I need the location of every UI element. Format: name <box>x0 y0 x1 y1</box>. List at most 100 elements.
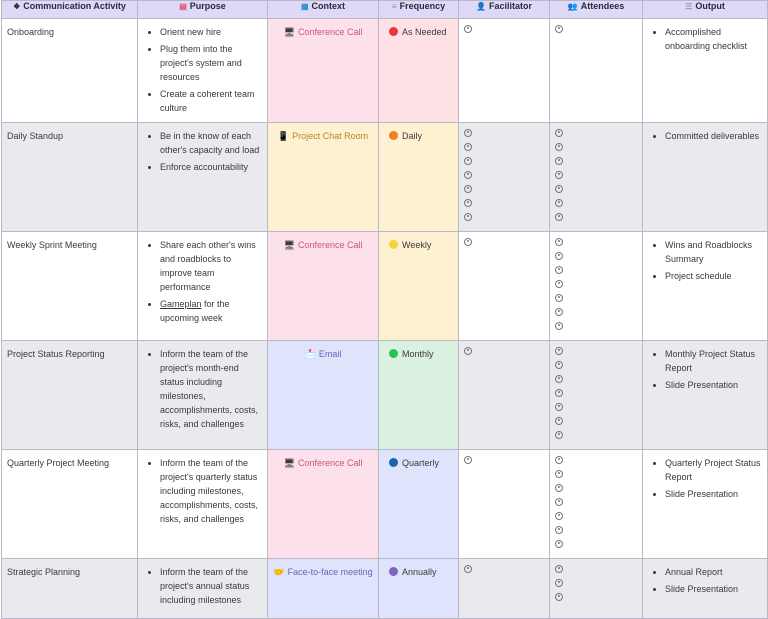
user-avatar-icon[interactable] <box>555 498 563 506</box>
attendees-cell[interactable] <box>549 449 643 559</box>
user-avatar-icon[interactable] <box>555 456 563 464</box>
activity-cell[interactable]: Weekly Sprint Meeting <box>1 231 138 341</box>
purpose-cell[interactable]: Inform the team of the project's month-e… <box>137 340 268 450</box>
header-context[interactable]: ▦ Context <box>267 0 379 19</box>
user-avatar-icon[interactable] <box>555 308 563 316</box>
attendees-cell[interactable] <box>549 340 643 450</box>
attendees-cell[interactable] <box>549 558 643 619</box>
activity-cell[interactable]: Project Status Reporting <box>1 340 138 450</box>
list-item: Committed deliverables <box>665 129 763 143</box>
user-avatar-icon[interactable] <box>555 25 563 33</box>
activity-cell[interactable]: Quarterly Project Meeting <box>1 449 138 559</box>
user-avatar-icon[interactable] <box>555 565 563 573</box>
user-avatar-icon[interactable] <box>464 347 472 355</box>
user-avatar-icon[interactable] <box>555 417 563 425</box>
header-purpose[interactable]: ▤ Purpose <box>137 0 268 19</box>
user-avatar-icon[interactable] <box>464 199 472 207</box>
attendees-cell[interactable] <box>549 18 643 123</box>
output-cell[interactable]: Monthly Project Status Report Slide Pres… <box>642 340 768 450</box>
user-avatar-icon[interactable] <box>555 431 563 439</box>
user-avatar-icon[interactable] <box>555 512 563 520</box>
list-item: Inform the team of the project's annual … <box>160 565 263 607</box>
facilitator-cell[interactable] <box>458 449 550 559</box>
user-avatar-icon[interactable] <box>555 322 563 330</box>
user-avatar-icon[interactable] <box>555 157 563 165</box>
user-avatar-icon[interactable] <box>464 456 472 464</box>
output-cell[interactable]: Annual Report Slide Presentation <box>642 558 768 619</box>
list-item: Project schedule <box>665 269 763 283</box>
output-cell[interactable]: Committed deliverables <box>642 122 768 232</box>
output-cell[interactable]: Wins and Roadblocks Summary Project sche… <box>642 231 768 341</box>
header-activity[interactable]: ❖ Communication Activity <box>1 0 138 19</box>
header-frequency[interactable]: ≡ Frequency <box>378 0 459 19</box>
user-avatar-icon[interactable] <box>555 361 563 369</box>
user-avatar-icon[interactable] <box>555 526 563 534</box>
purpose-cell[interactable]: Be in the know of each other's capacity … <box>137 122 268 232</box>
frequency-cell[interactable]: Daily <box>378 122 459 232</box>
output-cell[interactable]: Accomplished onboarding checklist <box>642 18 768 123</box>
user-avatar-icon[interactable] <box>464 171 472 179</box>
user-avatar-icon[interactable] <box>555 389 563 397</box>
facilitator-cell[interactable] <box>458 558 550 619</box>
user-avatar-icon[interactable] <box>555 294 563 302</box>
activity-cell[interactable]: Strategic Planning <box>1 558 138 619</box>
purpose-cell[interactable]: Share each other's wins and roadblocks t… <box>137 231 268 341</box>
user-avatar-icon[interactable] <box>555 280 563 288</box>
header-output[interactable]: ☰ Output <box>642 0 768 19</box>
user-avatar-icon[interactable] <box>555 213 563 221</box>
user-avatar-icon[interactable] <box>555 185 563 193</box>
user-avatar-icon[interactable] <box>555 470 563 478</box>
user-avatar-icon[interactable] <box>555 266 563 274</box>
facilitator-cell[interactable] <box>458 18 550 123</box>
user-avatar-icon[interactable] <box>555 593 563 601</box>
user-avatar-icon[interactable] <box>464 25 472 33</box>
frequency-cell[interactable]: As Needed <box>378 18 459 123</box>
user-avatar-icon[interactable] <box>555 579 563 587</box>
user-avatar-icon[interactable] <box>464 157 472 165</box>
attendees-cell[interactable] <box>549 122 643 232</box>
attendees-cell[interactable] <box>549 231 643 341</box>
user-avatar-icon[interactable] <box>555 199 563 207</box>
user-avatar-icon[interactable] <box>464 185 472 193</box>
purpose-cell[interactable]: Inform the team of the project's annual … <box>137 558 268 619</box>
user-avatar-icon[interactable] <box>555 540 563 548</box>
facilitator-cell[interactable] <box>458 340 550 450</box>
context-label: Email <box>318 349 342 359</box>
user-avatar-icon[interactable] <box>555 143 563 151</box>
context-cell[interactable]: 🖥 Conference Call <box>267 18 379 123</box>
user-avatar-icon[interactable] <box>464 565 472 573</box>
purpose-cell[interactable]: Orient new hire Plug them into the proje… <box>137 18 268 123</box>
frequency-cell[interactable]: Quarterly <box>378 449 459 559</box>
facilitator-cell[interactable] <box>458 122 550 232</box>
header-attendees[interactable]: 👥 Attendees <box>549 0 643 19</box>
activity-cell[interactable]: Onboarding <box>1 18 138 123</box>
list-item: Create a coherent team culture <box>160 87 263 115</box>
user-avatar-icon[interactable] <box>464 213 472 221</box>
purpose-cell[interactable]: Inform the team of the project's quarter… <box>137 449 268 559</box>
list-item: Plug them into the project's system and … <box>160 42 263 84</box>
user-avatar-icon[interactable] <box>555 403 563 411</box>
context-cell[interactable]: 🖥 Conference Call <box>267 231 379 341</box>
user-avatar-icon[interactable] <box>555 129 563 137</box>
context-cell[interactable]: 🤝 Face-to-face meeting <box>267 558 379 619</box>
user-avatar-icon[interactable] <box>555 238 563 246</box>
header-facilitator[interactable]: 👤 Facilitator <box>458 0 550 19</box>
activity-cell[interactable]: Daily Standup <box>1 122 138 232</box>
user-avatar-icon[interactable] <box>464 129 472 137</box>
user-avatar-icon[interactable] <box>555 484 563 492</box>
frequency-cell[interactable]: Weekly <box>378 231 459 341</box>
context-cell[interactable]: 📩 Email <box>267 340 379 450</box>
user-avatar-icon[interactable] <box>464 143 472 151</box>
gameplan-link[interactable]: Gameplan <box>160 299 202 309</box>
frequency-cell[interactable]: Annually <box>378 558 459 619</box>
user-avatar-icon[interactable] <box>555 347 563 355</box>
user-avatar-icon[interactable] <box>555 375 563 383</box>
output-cell[interactable]: Quarterly Project Status Report Slide Pr… <box>642 449 768 559</box>
user-avatar-icon[interactable] <box>464 238 472 246</box>
context-cell[interactable]: 🖥 Conference Call <box>267 449 379 559</box>
facilitator-cell[interactable] <box>458 231 550 341</box>
context-cell[interactable]: 📱 Project Chat Room <box>267 122 379 232</box>
frequency-cell[interactable]: Monthly <box>378 340 459 450</box>
user-avatar-icon[interactable] <box>555 252 563 260</box>
user-avatar-icon[interactable] <box>555 171 563 179</box>
